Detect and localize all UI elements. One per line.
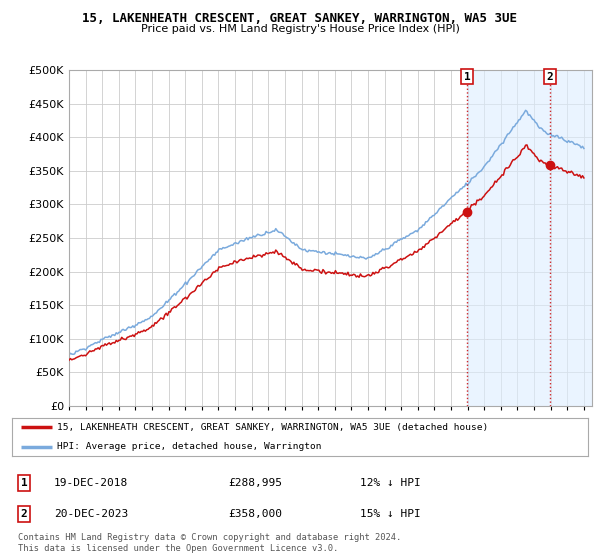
Text: 20-DEC-2023: 20-DEC-2023 — [54, 509, 128, 519]
Text: Contains HM Land Registry data © Crown copyright and database right 2024.
This d: Contains HM Land Registry data © Crown c… — [18, 533, 401, 553]
Text: 15, LAKENHEATH CRESCENT, GREAT SANKEY, WARRINGTON, WA5 3UE (detached house): 15, LAKENHEATH CRESCENT, GREAT SANKEY, W… — [57, 423, 488, 432]
Text: 15, LAKENHEATH CRESCENT, GREAT SANKEY, WARRINGTON, WA5 3UE: 15, LAKENHEATH CRESCENT, GREAT SANKEY, W… — [83, 12, 517, 25]
Bar — [467, 70, 592, 406]
Text: 1: 1 — [464, 72, 470, 82]
Text: 1: 1 — [20, 478, 28, 488]
Text: 15% ↓ HPI: 15% ↓ HPI — [360, 509, 421, 519]
Text: Price paid vs. HM Land Registry's House Price Index (HPI): Price paid vs. HM Land Registry's House … — [140, 24, 460, 34]
Text: £358,000: £358,000 — [228, 509, 282, 519]
Text: 2: 2 — [20, 509, 28, 519]
Text: 2: 2 — [547, 72, 554, 82]
Text: £288,995: £288,995 — [228, 478, 282, 488]
Text: 12% ↓ HPI: 12% ↓ HPI — [360, 478, 421, 488]
Text: 19-DEC-2018: 19-DEC-2018 — [54, 478, 128, 488]
Text: HPI: Average price, detached house, Warrington: HPI: Average price, detached house, Warr… — [57, 442, 322, 451]
